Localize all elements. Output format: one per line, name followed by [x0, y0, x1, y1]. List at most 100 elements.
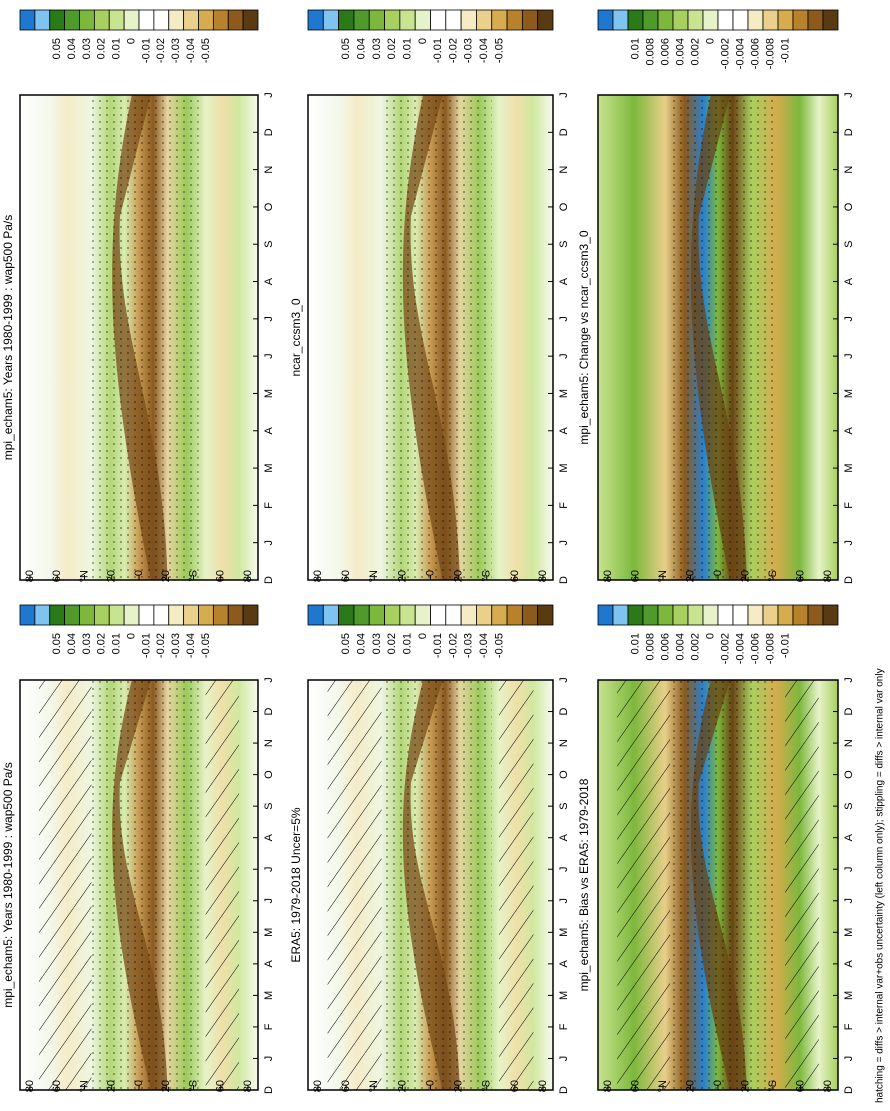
colorbar-box: [227, 9, 244, 31]
month-label: S: [843, 802, 855, 809]
colorbar-label: 0: [704, 38, 716, 44]
colorbar-box: [212, 9, 229, 31]
month-label: D: [843, 576, 855, 584]
month-label: J: [263, 866, 275, 872]
latitude-label: 20: [106, 570, 118, 582]
month-label: A: [263, 960, 275, 968]
colorbar-label: 0.04: [66, 38, 78, 59]
hatching: [205, 680, 239, 1090]
colorbar-box: [687, 9, 704, 31]
colorbar-box: [198, 9, 214, 31]
month-label: J: [843, 898, 855, 904]
month-label: J: [263, 353, 275, 359]
month-label: D: [843, 128, 855, 136]
month-label: J: [843, 866, 855, 872]
month-label: J: [263, 677, 275, 683]
colorbar-box: [822, 9, 839, 31]
colorbar-box: [138, 604, 155, 626]
latitude-label: 0: [133, 1080, 145, 1086]
stippling: [670, 95, 778, 580]
month-label: D: [558, 708, 570, 716]
stippling: [381, 680, 492, 1090]
colorbar-label: 0: [417, 38, 429, 44]
month-label: S: [263, 802, 275, 809]
hatching: [617, 680, 671, 1090]
latitude-label: °S: [187, 570, 199, 582]
colorbar-label: -0.03: [170, 38, 182, 63]
colorbar-box: [414, 9, 431, 31]
month-label: J: [558, 353, 570, 359]
month-label: D: [263, 1086, 275, 1094]
colorbar-label: -0.03: [463, 38, 475, 63]
colorbar-label: 0.05: [340, 633, 352, 654]
colorbar-box: [612, 604, 629, 626]
month-label: A: [558, 277, 570, 285]
colorbar-label: -0.02: [447, 633, 459, 658]
colorbar-label: -0.01: [432, 38, 444, 63]
month-label: J: [558, 540, 570, 546]
colorbar-label: -0.006: [749, 633, 761, 664]
colorbar-box: [612, 9, 629, 31]
latitude-label: 60: [629, 1080, 641, 1092]
month-label: J: [558, 92, 570, 98]
colorbar-box: [430, 604, 447, 626]
latitude-label: 20: [160, 570, 172, 582]
colorbar-box: [322, 604, 340, 626]
colorbar-label: 0.02: [96, 633, 108, 654]
month-label: M: [558, 463, 570, 472]
colorbar-box: [597, 604, 614, 626]
colorbar-label: 0.008: [644, 633, 656, 661]
colorbar-label: -0.04: [185, 38, 197, 63]
colorbar-label: 0.01: [629, 633, 641, 654]
colorbar-label: 0.02: [386, 38, 398, 59]
month-label: J: [558, 316, 570, 322]
colorbar-label: 0.01: [629, 38, 641, 59]
colorbar-label: -0.008: [764, 633, 776, 664]
colorbar-box: [242, 9, 259, 31]
stippling: [381, 95, 492, 580]
colorbar-label: 0.01: [111, 633, 123, 654]
month-label: D: [263, 576, 275, 584]
month-label: N: [558, 739, 570, 747]
colorbar-box: [777, 9, 794, 31]
month-label: J: [263, 1056, 275, 1062]
colorbar-box: [777, 604, 794, 626]
latitude-label: °S: [481, 570, 493, 582]
panel-title: ncar_ccsm3_0: [289, 298, 303, 376]
month-label: N: [843, 166, 855, 174]
month-label: J: [843, 316, 855, 322]
colorbar-box: [368, 604, 385, 626]
month-label: J: [558, 866, 570, 872]
colorbar-label: -0.004: [734, 633, 746, 664]
month-label: J: [263, 540, 275, 546]
month-label: M: [263, 991, 275, 1000]
month-label: J: [843, 540, 855, 546]
colorbar-label: 0.01: [111, 38, 123, 59]
colorbar-box: [702, 604, 719, 626]
month-label: O: [263, 770, 275, 779]
latitude-label: 20: [739, 1080, 751, 1092]
month-label: A: [263, 833, 275, 841]
colorbar-box: [807, 9, 824, 31]
colorbar-label: -0.01: [432, 633, 444, 658]
colorbar-box: [384, 9, 401, 31]
colorbar-label: -0.02: [155, 38, 167, 63]
latitude-label: 60: [51, 570, 63, 582]
colorbar-box: [322, 9, 340, 31]
latitude-label: 0: [712, 1080, 724, 1086]
month-label: F: [843, 502, 855, 509]
latitude-label: °N: [368, 1080, 380, 1092]
colorbar-label: 0.004: [674, 38, 686, 66]
colorbar-box: [212, 604, 229, 626]
hatching: [785, 680, 819, 1090]
colorbar-label: -0.01: [140, 633, 152, 658]
panel: ERA5: 1979-2018 Uncer=5% D J F M A M J J A S O N D J 80…: [289, 604, 570, 1094]
colorbar-box: [445, 9, 462, 31]
colorbar-box: [642, 604, 659, 626]
month-label: J: [843, 353, 855, 359]
month-label: F: [558, 502, 570, 509]
colorbar-label: -0.02: [155, 633, 167, 658]
colorbar-box: [491, 9, 508, 31]
month-label: M: [558, 389, 570, 398]
